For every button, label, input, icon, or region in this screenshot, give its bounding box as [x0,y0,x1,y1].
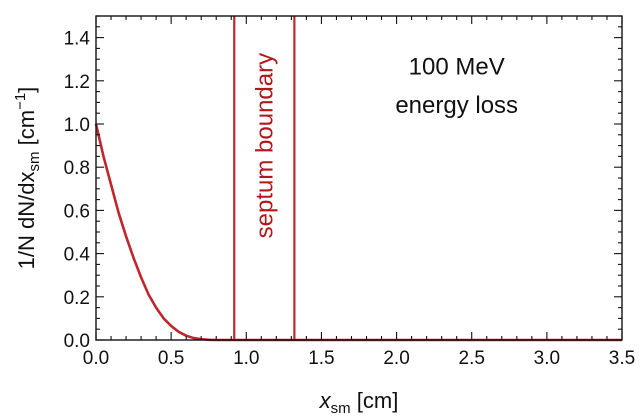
annotation-1: energy loss [395,92,518,119]
y-tick-label: 1.2 [64,72,90,93]
x-tick-label: 0.5 [158,348,184,369]
y-axis-label-close: ] [14,87,39,93]
x-axis-label-main: x [319,388,332,413]
y-axis-label-sup: −1 [12,93,29,110]
plot-frame [95,15,623,341]
boundary-lines [233,16,296,340]
septum-boundary-label: septum boundary [251,53,278,238]
y-axis-label: 1/N dN/dxsm [cm−1] [12,87,43,270]
annotation-0: 100 MeV [409,53,505,80]
y-tick-label: 0.4 [64,245,91,266]
x-axis-label: xsm [cm] [319,388,399,417]
series-layer [94,123,622,342]
y-tick-label: 1.0 [64,115,90,136]
x-axis-label-sub: sm [331,400,351,417]
y-axis-label-sub: sm [26,151,43,171]
y-tick-label: 1.4 [64,29,91,50]
x-tick-label: 1.0 [233,348,259,369]
y-tick-label: 0.6 [64,201,90,222]
x-tick-label: 2.5 [459,348,485,369]
y-tick-label: 0.8 [64,158,90,179]
x-tick-label: 3.5 [609,348,635,369]
annotation-layer: 100 MeV energy loss septum boundary [251,53,518,238]
y-axis-label-rest: [cm [14,110,39,152]
y-tick-label: 0.0 [64,331,90,352]
x-axis-label-rest: [cm] [351,388,399,413]
x-tick-label: 3.0 [534,348,560,369]
x-tick-label: 1.5 [308,348,334,369]
series-line-0 [94,123,622,342]
y-axis-label-main: 1/N dN/dx [14,171,39,269]
y-tick-label: 0.2 [64,288,90,309]
x-tick-label: 0.0 [83,348,109,369]
x-tick-label: 2.0 [383,348,409,369]
tick-layer: 0.0 0.5 1.0 1.5 2.0 2.5 3.0 3.5 0.0 0.2 0.4 0.6 0.8 1… [64,15,635,369]
